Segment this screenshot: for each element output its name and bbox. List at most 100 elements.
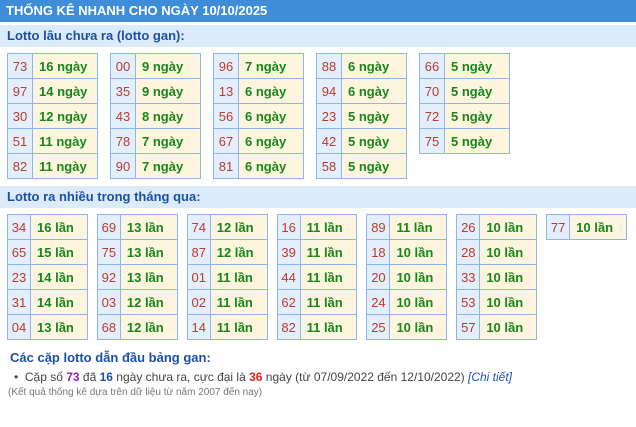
count-cell: 13 lần [30, 314, 88, 340]
gan-table: 73 16 ngày 97 14 ngày 30 12 ngày 51 11 ngày 82 11… [7, 53, 98, 179]
number-cell: 62 [276, 289, 301, 315]
nhieu-table: 77 10 lần [546, 214, 628, 240]
count-cell: 12 lần [119, 289, 178, 315]
count-cell: 12 lần [209, 214, 268, 240]
count-cell: 11 lần [299, 289, 358, 315]
count-cell: 11 lần [299, 314, 358, 340]
nhieu-table: 89 11 lần 18 10 lần 20 10 lần 24 10 lần 25 10 lần [366, 214, 448, 340]
number-cell: 74 [186, 214, 211, 240]
number-cell: 23 [316, 103, 342, 129]
table-row: 51 11 ngày [7, 128, 98, 154]
number-cell: 51 [7, 128, 33, 154]
count-cell: 11 lần [299, 214, 358, 240]
number-cell: 14 [186, 314, 211, 340]
table-row: 35 9 ngày [110, 78, 201, 104]
count-cell: 10 lần [569, 214, 628, 240]
number-cell: 16 [276, 214, 301, 240]
table-row: 73 16 ngày [7, 53, 98, 79]
count-cell: 6 ngày [238, 103, 304, 129]
number-cell: 70 [419, 78, 445, 104]
number-cell: 68 [96, 314, 121, 340]
table-row: 66 5 ngày [419, 53, 510, 79]
count-cell: 11 ngày [32, 153, 98, 179]
table-row: 62 11 lần [276, 289, 358, 315]
count-cell: 11 lần [209, 264, 268, 290]
table-row: 18 10 lần [366, 239, 448, 265]
count-cell: 14 lần [30, 289, 88, 315]
table-row: 03 12 lần [96, 289, 178, 315]
number-cell: 28 [456, 239, 481, 265]
table-row: 92 13 lần [96, 264, 178, 290]
count-cell: 16 ngày [32, 53, 98, 79]
number-cell: 92 [96, 264, 121, 290]
number-cell: 18 [366, 239, 391, 265]
count-cell: 11 lần [209, 314, 268, 340]
text: ngày (từ 07/09/2022 đến 12/10/2022) [262, 370, 468, 384]
number-cell: 69 [96, 214, 121, 240]
leading-gan-title: Các cặp lotto dẫn đầu bảng gan: [10, 350, 211, 365]
number-cell: 89 [366, 214, 391, 240]
lotto-number: 73 [66, 370, 80, 384]
number-cell: 43 [110, 103, 136, 129]
number-cell: 66 [419, 53, 445, 79]
leading-gan: Các cặp lotto dẫn đầu bảng gan: • Cặp số… [10, 350, 636, 384]
number-cell: 65 [6, 239, 32, 265]
gan-tables: 73 16 ngày 97 14 ngày 30 12 ngày 51 11 ngày 82 11… [7, 53, 636, 183]
count-cell: 9 ngày [135, 53, 201, 79]
leading-gan-item: • Cặp số 73 đã 16 ngày chưa ra, cực đại … [14, 370, 513, 384]
count-cell: 8 ngày [135, 103, 201, 129]
count-cell: 6 ngày [341, 78, 407, 104]
count-cell: 14 lần [30, 264, 88, 290]
gan-table: 00 9 ngày 35 9 ngày 43 8 ngày 78 7 ngày 90 7 ngày [110, 53, 201, 179]
nhieu-table: 69 13 lần 75 13 lần 92 13 lần 03 12 lần 68 12 lần [96, 214, 178, 340]
number-cell: 82 [7, 153, 33, 179]
number-cell: 31 [6, 289, 32, 315]
number-cell: 57 [456, 314, 481, 340]
table-row: 78 7 ngày [110, 128, 201, 154]
count-cell: 11 lần [209, 289, 268, 315]
count-cell: 7 ngày [135, 128, 201, 154]
table-row: 57 10 lần [456, 314, 538, 340]
table-row: 14 11 lần [186, 314, 268, 340]
table-row: 02 11 lần [186, 289, 268, 315]
number-cell: 42 [316, 128, 342, 154]
count-cell: 5 ngày [444, 103, 510, 129]
table-row: 75 13 lần [96, 239, 178, 265]
number-cell: 02 [186, 289, 211, 315]
number-cell: 96 [213, 53, 239, 79]
table-row: 65 15 lần [6, 239, 88, 265]
table-row: 87 12 lần [186, 239, 268, 265]
table-row: 89 11 lần [366, 214, 448, 240]
table-row: 69 13 lần [96, 214, 178, 240]
number-cell: 53 [456, 289, 481, 315]
count-cell: 5 ngày [341, 103, 407, 129]
number-cell: 01 [186, 264, 211, 290]
table-row: 26 10 lần [456, 214, 538, 240]
number-cell: 88 [316, 53, 342, 79]
table-row: 34 16 lần [6, 214, 88, 240]
table-row: 70 5 ngày [419, 78, 510, 104]
table-row: 68 12 lần [96, 314, 178, 340]
count-cell: 10 lần [479, 239, 538, 265]
table-row: 16 11 lần [276, 214, 358, 240]
count-cell: 11 lần [389, 214, 448, 240]
table-row: 75 5 ngày [419, 128, 510, 154]
count-cell: 12 lần [209, 239, 268, 265]
gan-section-title: Lotto lâu chưa ra (lotto gan): [0, 25, 636, 47]
count-cell: 6 ngày [238, 78, 304, 104]
nhieu-table: 74 12 lần 87 12 lần 01 11 lần 02 11 lần 14 11 lần [186, 214, 268, 340]
number-cell: 35 [110, 78, 136, 104]
count-cell: 15 lần [30, 239, 88, 265]
table-row: 74 12 lần [186, 214, 268, 240]
count-cell: 5 ngày [444, 78, 510, 104]
details-link[interactable]: [Chi tiết] [468, 370, 513, 384]
count-cell: 5 ngày [444, 128, 510, 154]
table-row: 25 10 lần [366, 314, 448, 340]
count-cell: 11 lần [299, 264, 358, 290]
number-cell: 67 [213, 128, 239, 154]
number-cell: 25 [366, 314, 391, 340]
table-row: 39 11 lần [276, 239, 358, 265]
table-row: 72 5 ngày [419, 103, 510, 129]
table-row: 53 10 lần [456, 289, 538, 315]
text: Cặp số [24, 370, 67, 384]
